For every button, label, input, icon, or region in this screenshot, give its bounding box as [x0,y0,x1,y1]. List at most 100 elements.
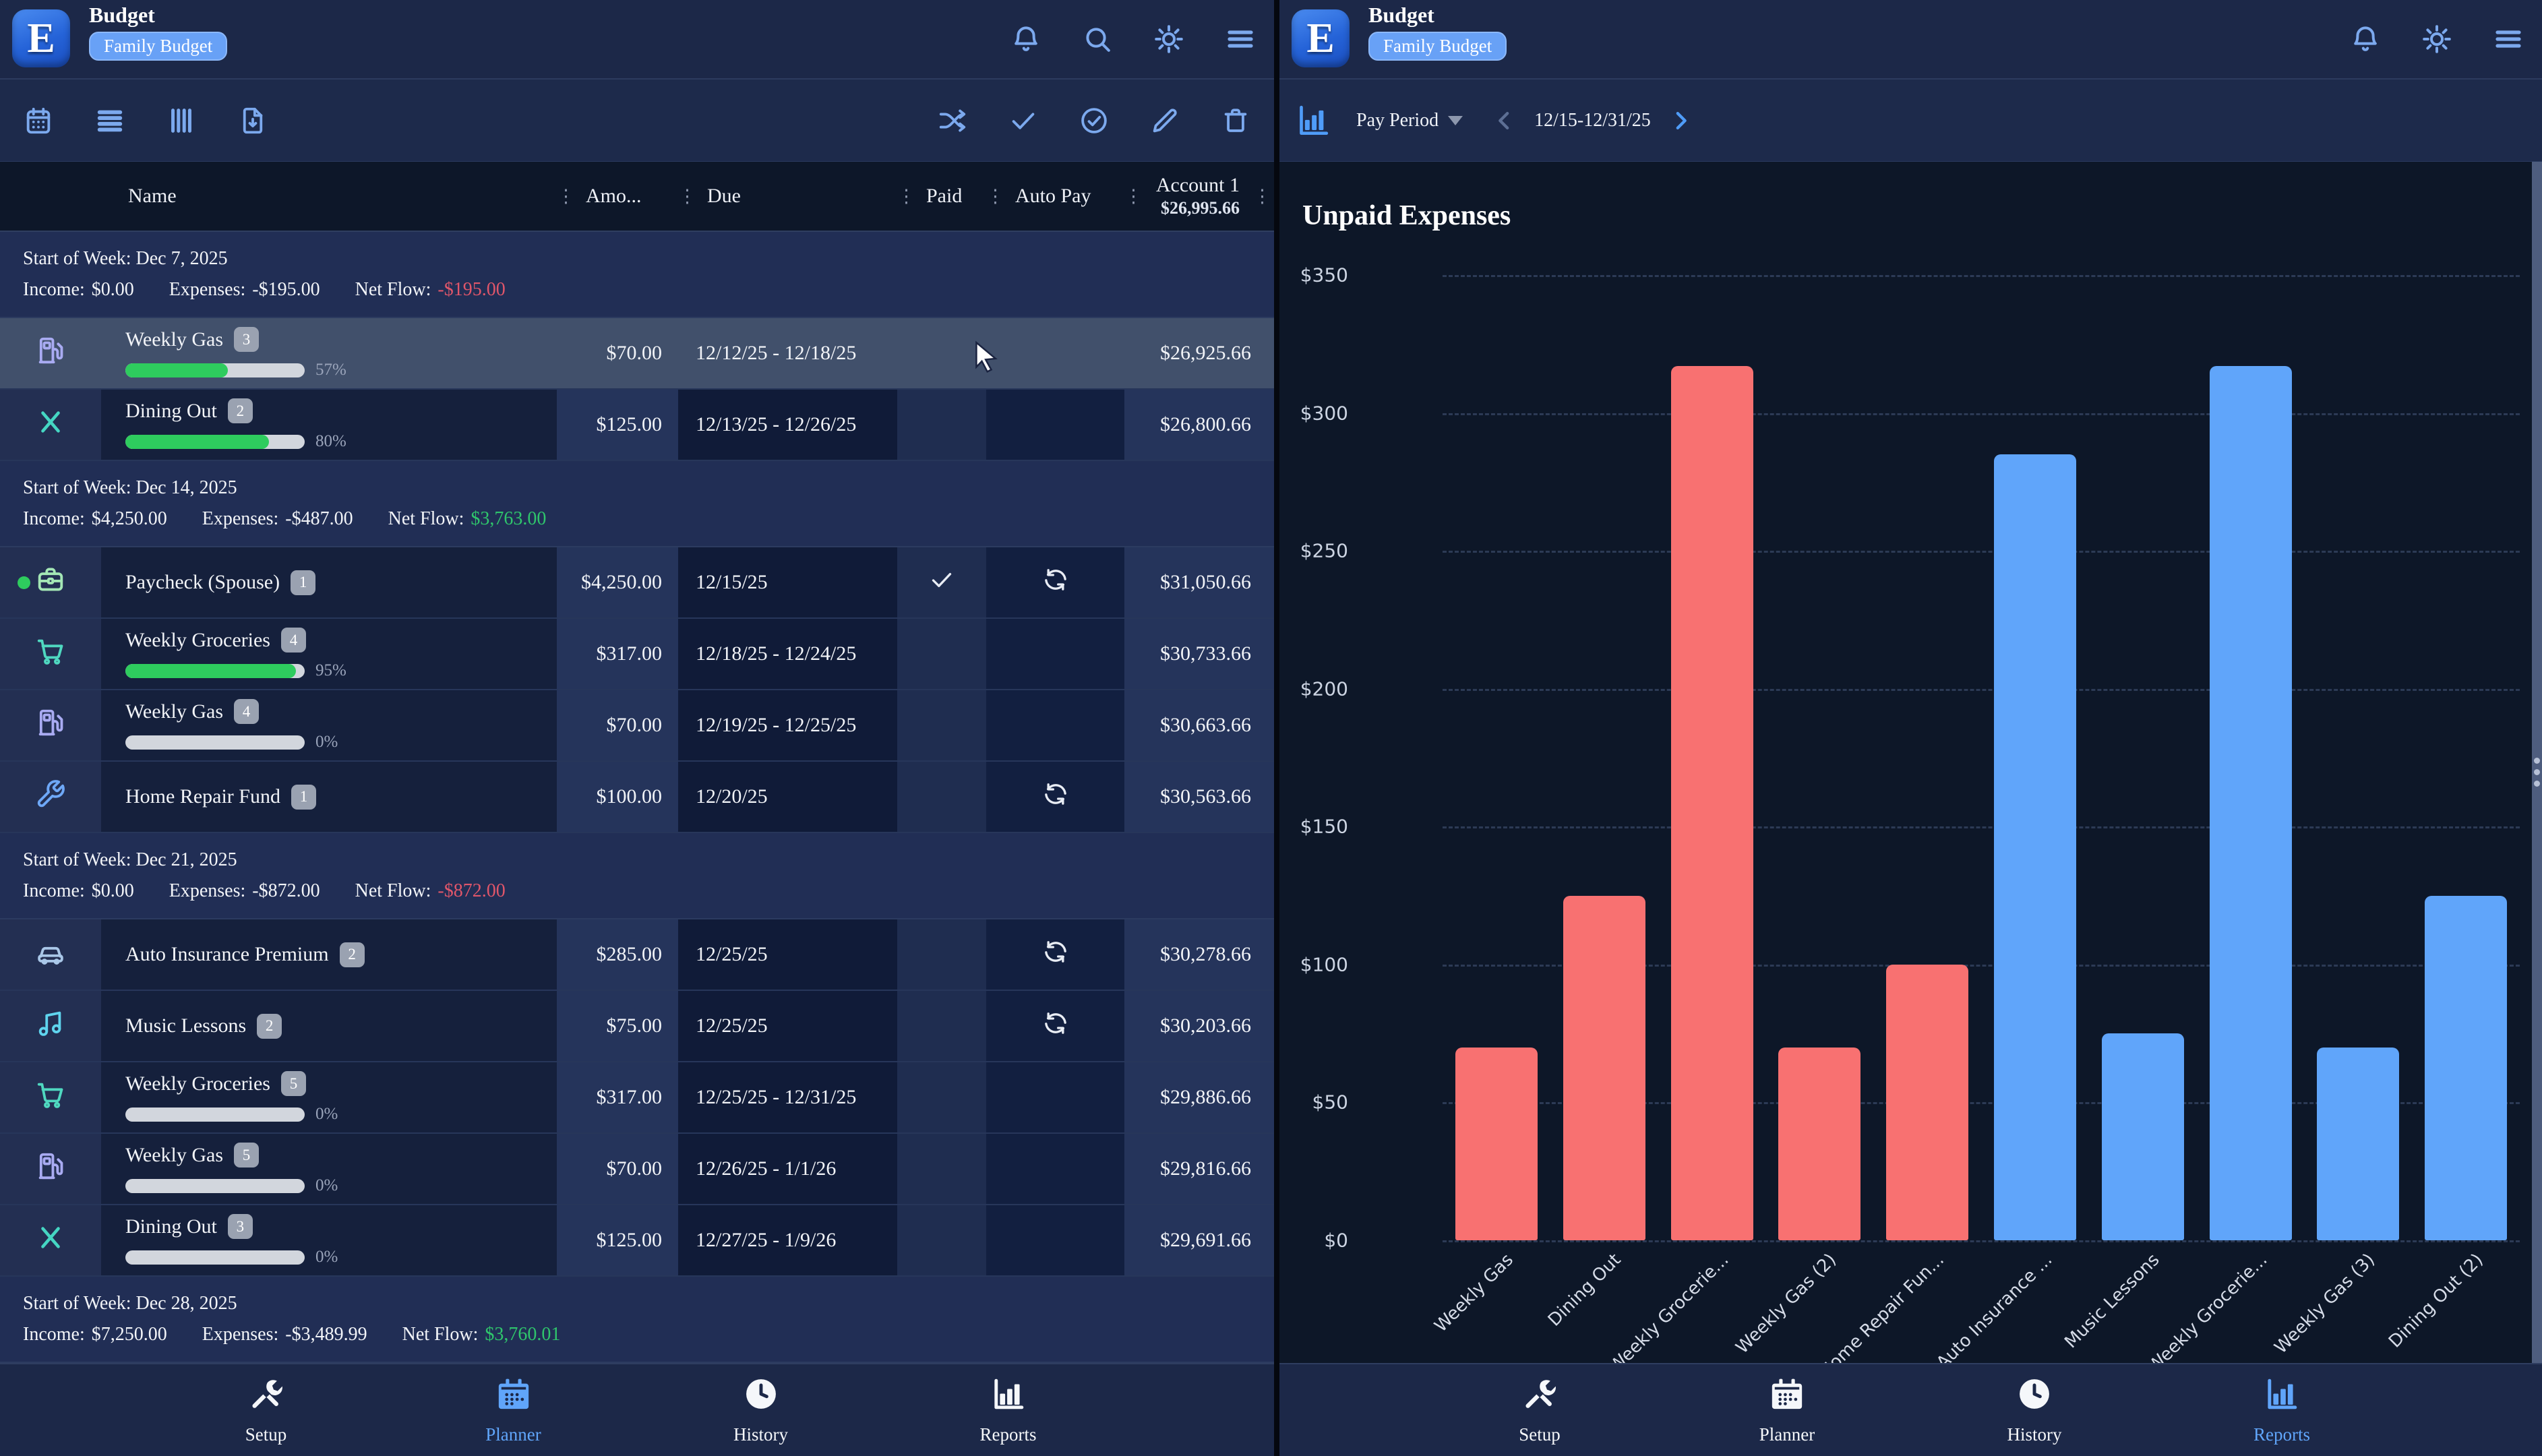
table-row[interactable]: Weekly Groceries 4 95% $317.00 12/18/25 - 12… [0,619,1274,690]
row-paid-cell[interactable] [897,1134,986,1204]
row-autopay-cell[interactable] [986,1062,1124,1132]
row-amount-cell: $70.00 [557,1134,678,1204]
panel-resize-handle[interactable] [2532,162,2542,1363]
column-drag-dots-icon[interactable]: ⋮ [557,185,575,206]
row-amount-cell: $4,250.00 [557,547,678,617]
table-row[interactable]: Weekly Gas 5 0% $70.00 12/26/25 - 1/1/26 $29,… [0,1134,1274,1205]
row-paid-cell[interactable] [897,1062,986,1132]
chart-gridline [1443,688,2520,691]
row-paid-cell[interactable] [897,690,986,760]
notifications-icon[interactable] [2349,23,2382,55]
chart-bar[interactable] [2425,895,2508,1240]
row-paid-cell[interactable] [897,619,986,689]
notifications-icon[interactable] [1010,23,1042,55]
nav-item-reports[interactable]: Reports [884,1375,1132,1445]
x-axis-label: Weekly Gas [1430,1250,1518,1337]
chart-bar[interactable] [2101,1033,2184,1240]
columns-view-icon[interactable] [166,105,197,136]
fuel-pump-icon [35,707,66,744]
table-row[interactable]: Weekly Gas 3 57% $70.00 12/12/25 - 12/18/25 $… [0,318,1274,390]
search-icon[interactable] [1081,23,1114,55]
chart-bar[interactable] [1886,964,1969,1240]
row-autopay-cell[interactable] [986,991,1124,1061]
delete-trash-icon[interactable] [1220,105,1251,136]
row-paid-cell[interactable] [897,318,986,388]
menu-icon[interactable] [1224,23,1257,55]
nav-item-setup[interactable]: Setup [1416,1375,1664,1445]
chart-gridline [1443,826,2520,829]
chart-bar[interactable] [1778,1047,1861,1240]
nav-item-planner[interactable]: Planner [1664,1375,1911,1445]
row-paid-cell[interactable] [897,762,986,832]
header-account[interactable]: ⋮ Account 1 $26,995.66 ⋮ [1124,162,1274,231]
chart-bar[interactable] [1563,895,1645,1240]
row-paid-cell[interactable] [897,1205,986,1275]
chart-bar[interactable] [2209,366,2292,1240]
table-row[interactable]: Weekly Gas 4 0% $70.00 12/19/25 - 12/25/25 $3… [0,690,1274,762]
header-autopay[interactable]: ⋮ Auto Pay [986,185,1091,207]
column-drag-dots-icon[interactable]: ⋮ [1124,185,1143,206]
chevron-down-icon[interactable] [1448,115,1463,125]
chart-bar[interactable] [1993,454,2076,1240]
table-row[interactable]: Auto Insurance Premium 2 $285.00 12/25/25 $3… [0,919,1274,991]
account-balance: $26,995.66 [1161,198,1240,218]
row-autopay-cell[interactable] [986,318,1124,388]
nav-item-history[interactable]: History [637,1375,884,1445]
app-title: Budget [1368,3,1434,27]
panel-divider[interactable] [1274,0,1279,1456]
table-row[interactable]: Home Repair Fund 1 $100.00 12/20/25 $30,563.… [0,762,1274,833]
theme-sun-icon[interactable] [1153,23,1185,55]
table-row[interactable]: Weekly Groceries 5 0% $317.00 12/25/25 - 12/… [0,1062,1274,1134]
calendar-view-icon[interactable] [23,105,54,136]
column-drag-dots-icon[interactable]: ⋮ [986,185,1004,206]
edit-pencil-icon[interactable] [1149,105,1180,136]
row-paid-cell[interactable] [897,390,986,460]
nav-item-planner[interactable]: Planner [390,1375,637,1445]
shuffle-icon[interactable] [937,105,968,136]
export-file-icon[interactable] [237,105,268,136]
row-paid-cell[interactable] [897,991,986,1061]
header-name[interactable]: Name [128,185,177,207]
row-autopay-cell[interactable] [986,762,1124,832]
header-due[interactable]: ⋮ Due [678,185,741,207]
table-row[interactable]: Paycheck (Spouse) 1 $4,250.00 12/15/25 $31,0… [0,547,1274,619]
row-name: Paycheck (Spouse) [125,571,280,593]
table-row[interactable]: Music Lessons 2 $75.00 12/25/25 $30,203.66 [0,991,1274,1062]
occurrence-count-badge: 1 [291,570,316,595]
report-view-label[interactable]: Pay Period [1356,109,1439,131]
column-drag-dots-icon[interactable]: ⋮ [1253,185,1271,206]
previous-period-icon[interactable] [1491,107,1518,134]
row-autopay-cell[interactable] [986,1134,1124,1204]
header-amount[interactable]: ⋮ Amo... [557,185,642,207]
nav-item-history[interactable]: History [1911,1375,2158,1445]
nav-item-setup[interactable]: Setup [142,1375,390,1445]
row-paid-cell[interactable] [897,547,986,617]
report-type-chart-icon[interactable] [1294,102,1332,140]
row-amount-cell: $317.00 [557,619,678,689]
row-autopay-cell[interactable] [986,390,1124,460]
chart-gridline [1443,1102,2520,1105]
menu-icon[interactable] [2492,23,2524,55]
nav-item-reports[interactable]: Reports [2158,1375,2406,1445]
x-axis-label: Weekly Grocerie... [2144,1250,2272,1377]
table-row[interactable]: Dining Out 2 80% $125.00 12/13/25 - 12/26/25… [0,390,1274,461]
table-row[interactable]: Dining Out 3 0% $125.00 12/27/25 - 1/9/26 $29… [0,1205,1274,1277]
theme-sun-icon[interactable] [2421,23,2453,55]
chart-bar[interactable] [1670,366,1753,1240]
row-autopay-cell[interactable] [986,547,1124,617]
list-view-icon[interactable] [94,105,125,136]
row-autopay-cell[interactable] [986,619,1124,689]
row-paid-cell[interactable] [897,919,986,990]
row-autopay-cell[interactable] [986,1205,1124,1275]
row-autopay-cell[interactable] [986,919,1124,990]
column-drag-dots-icon[interactable]: ⋮ [897,185,915,206]
chart-bar[interactable] [2317,1047,2400,1240]
app-titlebox: Budget Family Budget [89,3,228,61]
next-period-icon[interactable] [1667,107,1694,134]
column-drag-dots-icon[interactable]: ⋮ [678,185,696,206]
chart-bar[interactable] [1455,1047,1538,1240]
header-paid[interactable]: ⋮ Paid [897,185,963,207]
check-circle-icon[interactable] [1079,105,1110,136]
check-icon[interactable] [1008,105,1039,136]
row-autopay-cell[interactable] [986,690,1124,760]
